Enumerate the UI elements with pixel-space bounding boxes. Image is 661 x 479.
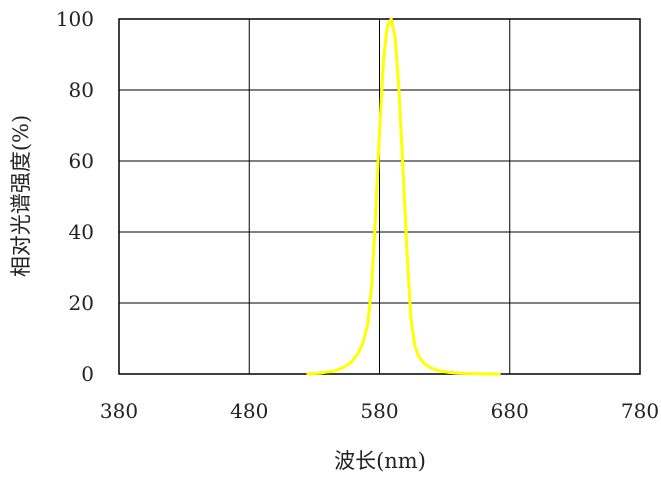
x-tick-label: 680 [491,399,529,423]
y-tick-label: 80 [69,78,94,102]
x-tick-label: 480 [230,399,268,423]
x-tick-labels: 380 480 580 680 780 [100,399,659,423]
x-tick-label: 780 [621,399,659,423]
y-axis-title: 相对光谱强度(%) [9,115,33,277]
y-tick-label: 0 [81,362,94,386]
series-group [306,17,501,376]
x-tick-label: 380 [100,399,138,423]
x-tick-label: 580 [360,399,398,423]
y-tick-label: 40 [69,220,94,244]
y-tick-label: 20 [69,291,94,315]
x-axis-title: 波长(nm) [334,449,426,473]
y-tick-label: 60 [69,149,94,173]
y-tick-label: 100 [56,7,94,31]
spectrum-line [306,17,501,376]
y-tick-labels: 0 20 40 60 80 100 [56,7,94,386]
